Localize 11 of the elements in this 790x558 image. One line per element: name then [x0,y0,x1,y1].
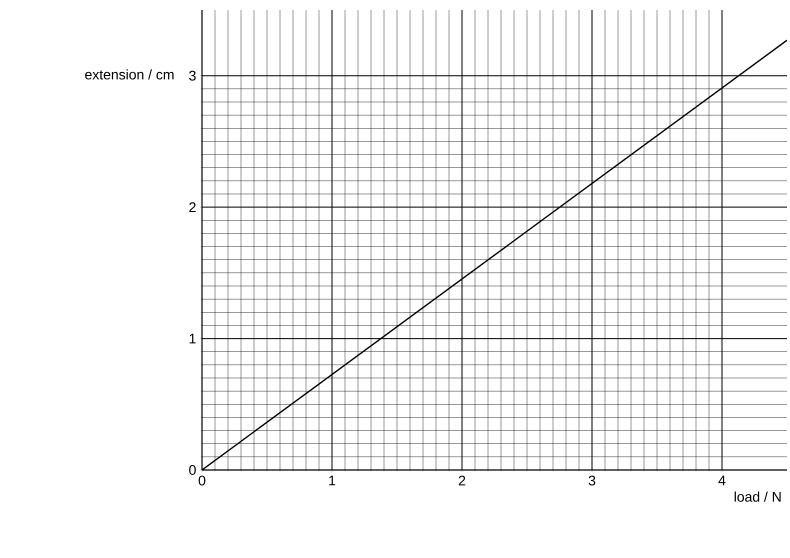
x-axis-title: load / N [734,492,781,502]
y-tick-label: 1 [190,334,196,344]
x-tick-label: 4 [718,476,726,486]
y-tick-label: 3 [189,70,196,81]
x-tick-label: 2 [458,476,466,486]
y-tick-label: 2 [189,202,196,212]
y-axis-title: extension / cm [85,69,174,80]
x-tick-label: 3 [588,476,596,486]
y-tick-label: 0 [189,465,196,475]
x-tick-label: 0 [198,476,206,486]
x-tick-label: 1 [329,476,336,486]
